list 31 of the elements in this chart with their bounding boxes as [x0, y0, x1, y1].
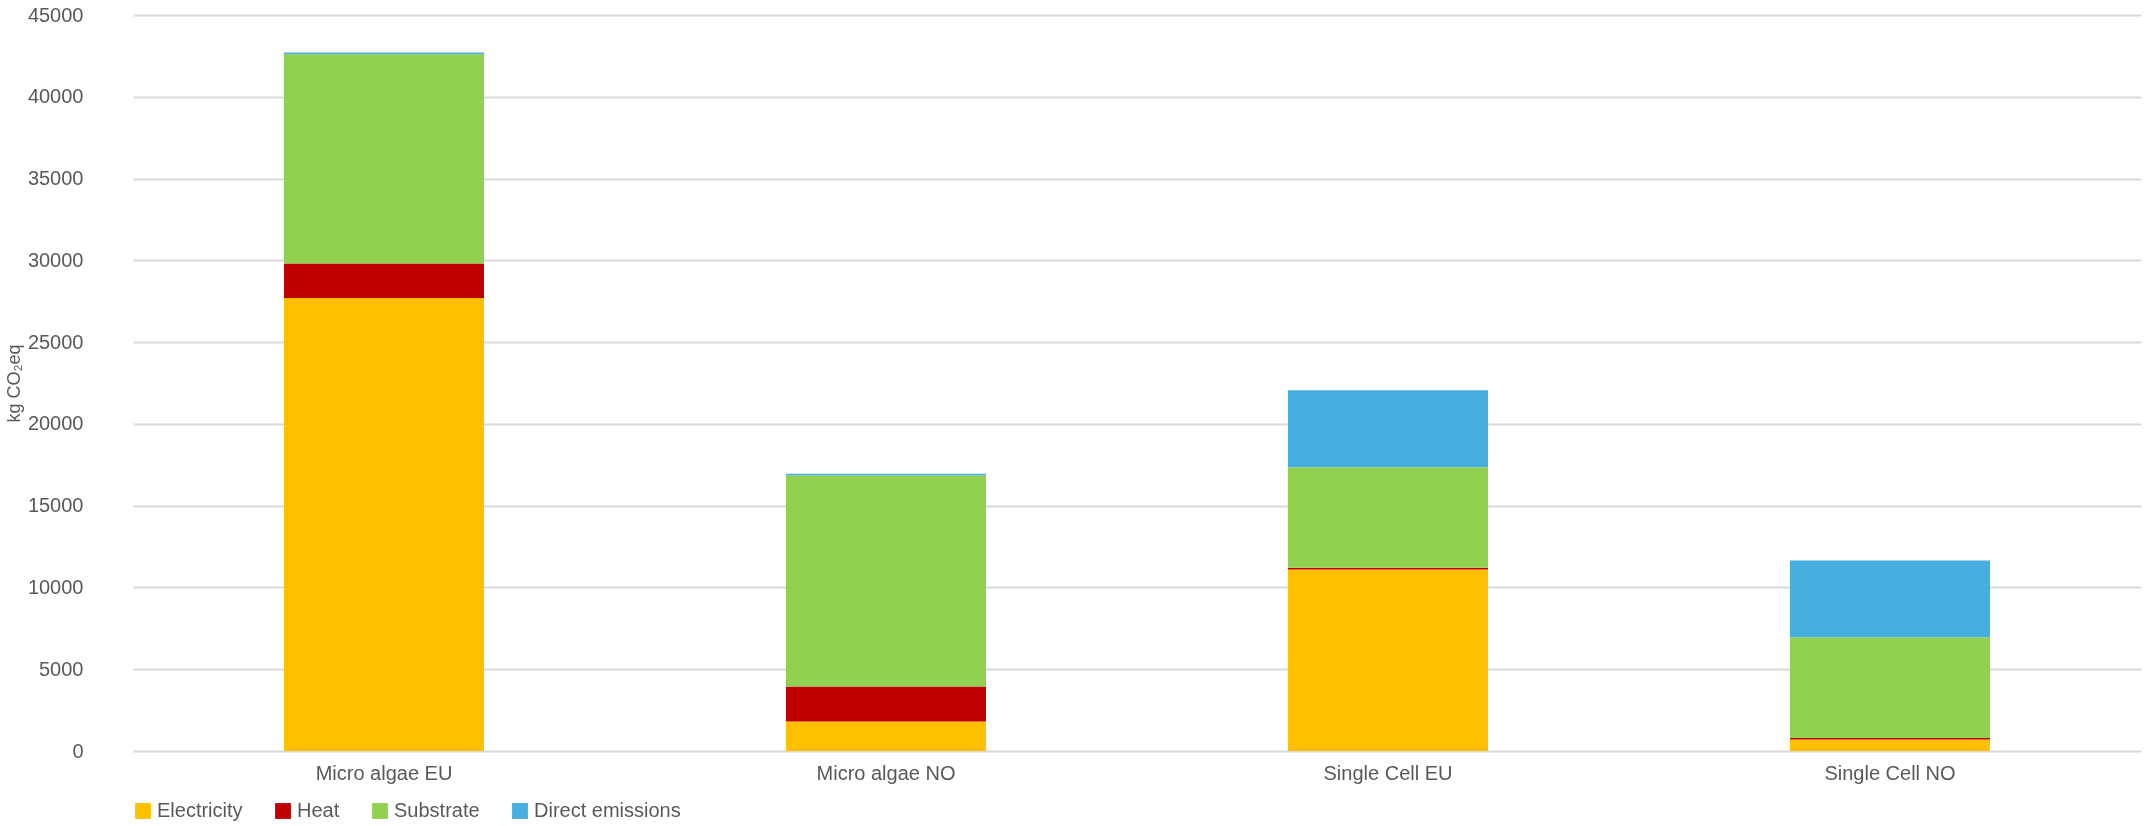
bar — [1790, 560, 1990, 638]
y-tick-label: 0 — [72, 739, 84, 762]
y-tick-label: 30000 — [27, 248, 84, 271]
y-axis-title: kg CO₂eq — [3, 344, 24, 423]
legend-label: Direct emissions — [534, 799, 681, 821]
legend-label: Heat — [297, 799, 340, 821]
y-tick-label: 10000 — [27, 575, 84, 598]
bar — [786, 475, 986, 687]
x-tick-label: Micro algae NO — [816, 761, 956, 784]
bar — [1790, 739, 1990, 751]
y-tick-label: 40000 — [27, 85, 84, 108]
bar — [1288, 467, 1488, 568]
bar — [786, 686, 986, 722]
legend-label: Substrate — [394, 799, 480, 821]
legend-label: Electricity — [157, 799, 243, 821]
x-tick-label: Micro algae EU — [315, 761, 453, 784]
y-tick-label: 35000 — [27, 167, 84, 190]
bar — [1790, 637, 1990, 738]
x-tick-label: Single Cell NO — [1824, 761, 1956, 784]
y-tick-label: 45000 — [27, 3, 84, 26]
bar — [1288, 569, 1488, 751]
bar — [284, 297, 484, 751]
y-tick-label: 5000 — [39, 657, 84, 680]
y-tick-label: 20000 — [27, 412, 84, 435]
bar — [786, 721, 986, 751]
y-tick-label: 25000 — [27, 330, 84, 353]
bar — [1288, 390, 1488, 468]
bar — [284, 263, 484, 298]
y-tick-label: 15000 — [27, 494, 84, 517]
x-tick-label: Single Cell EU — [1323, 761, 1453, 784]
bar — [284, 54, 484, 264]
